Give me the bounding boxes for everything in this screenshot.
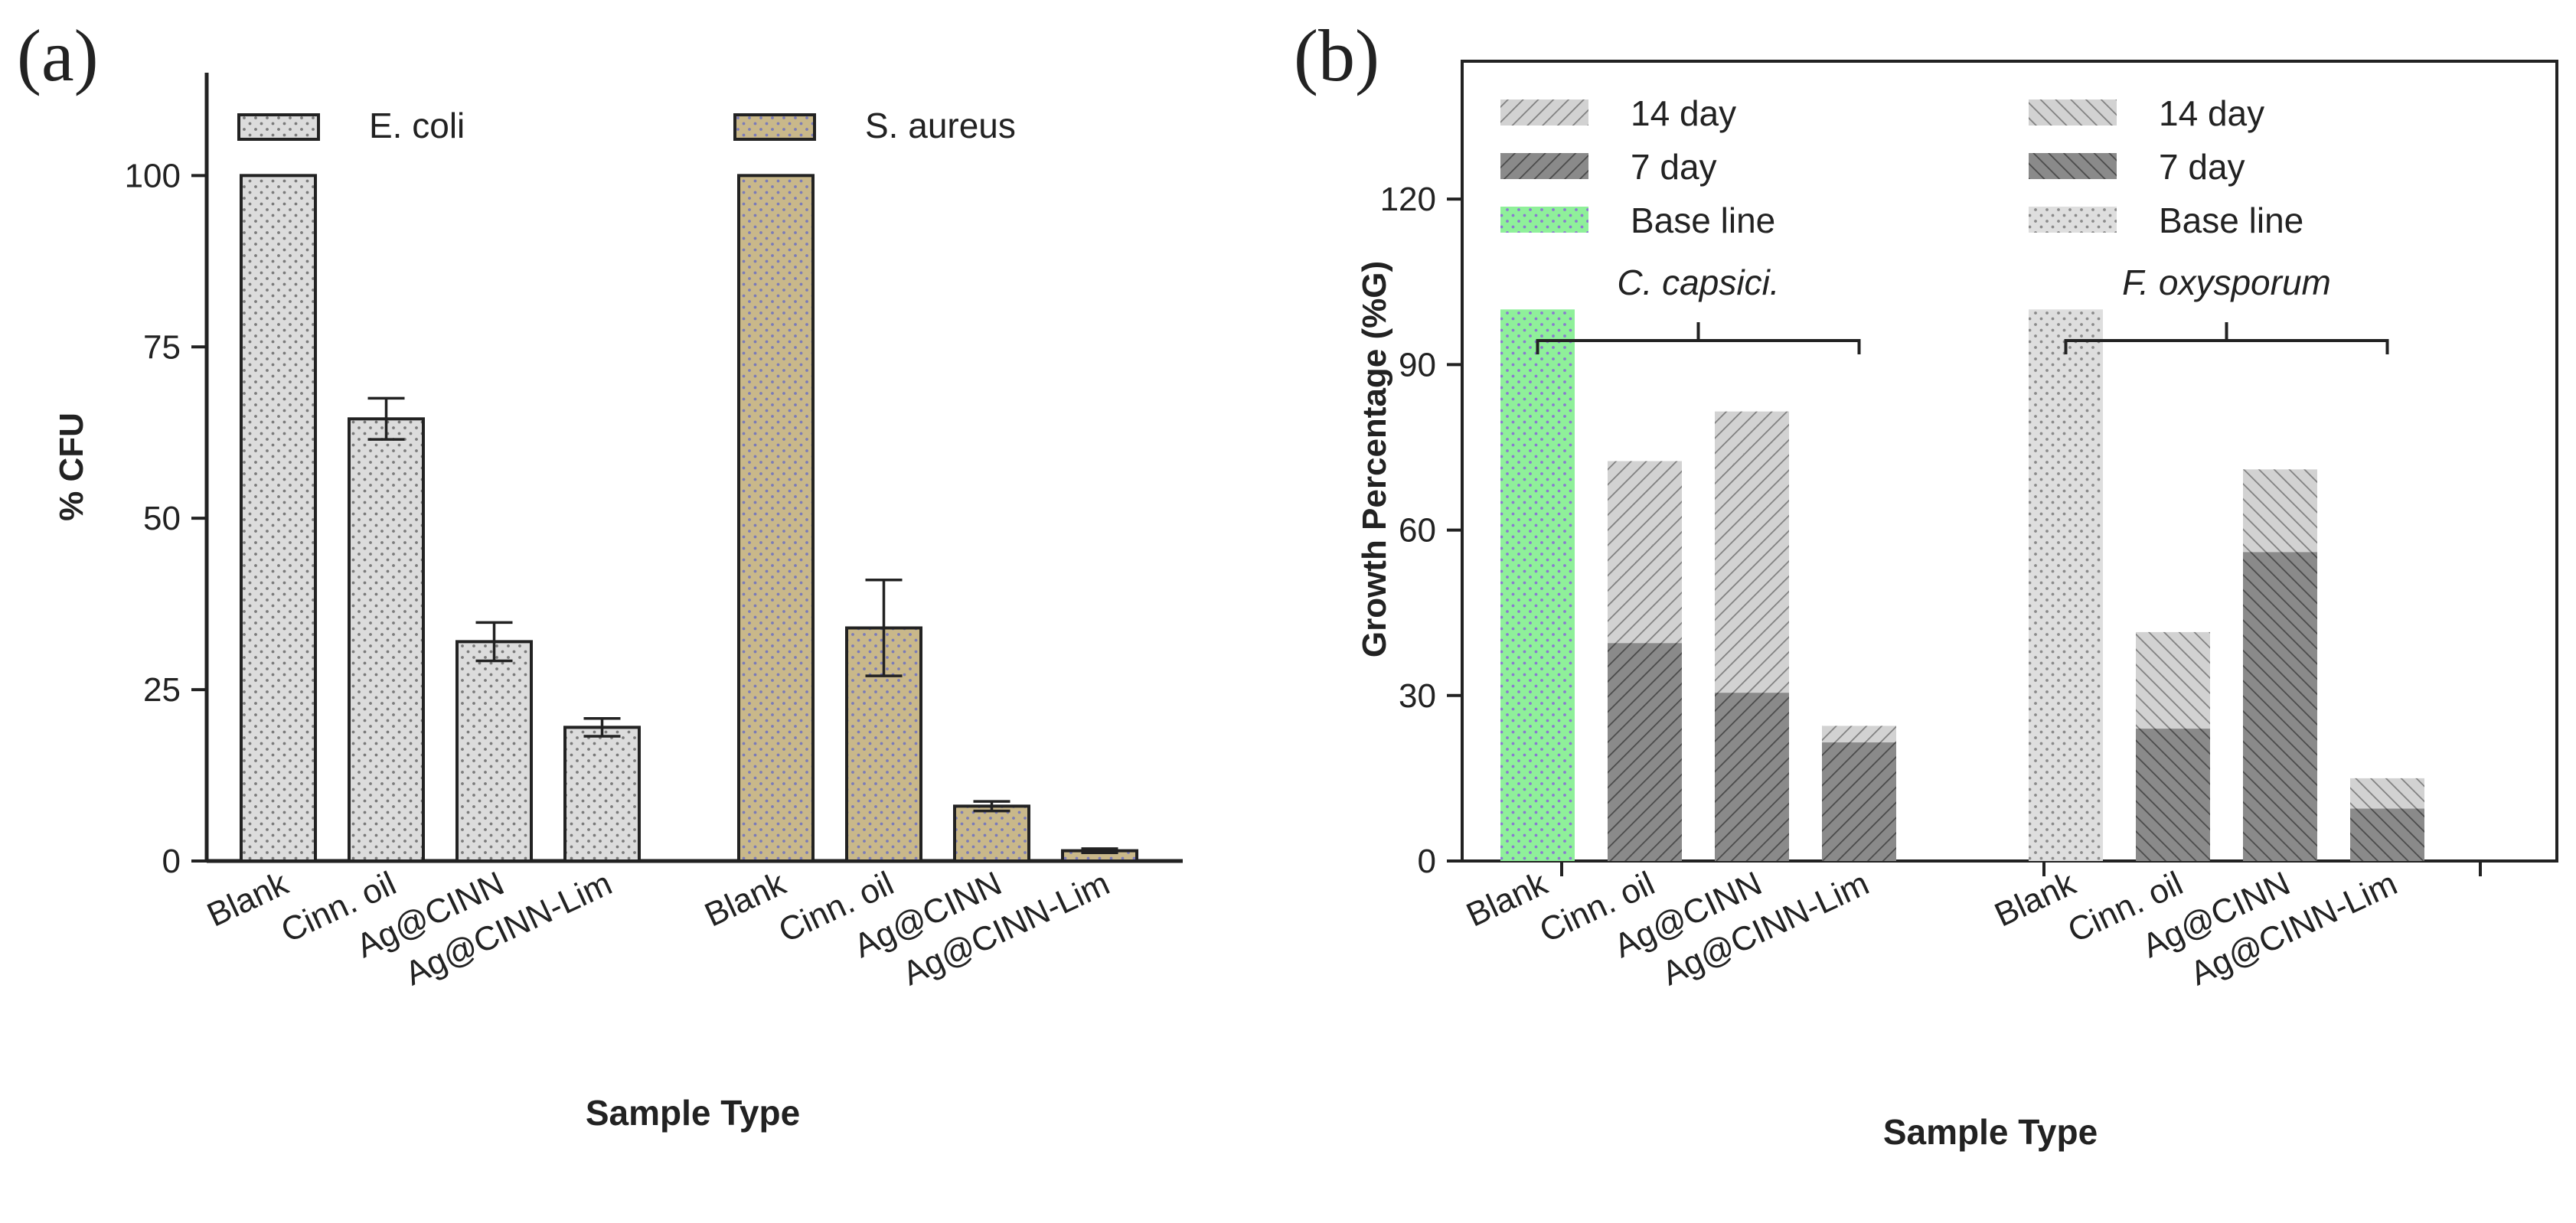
y-tick-label: 30 xyxy=(1399,677,1436,715)
y-tick-label: 0 xyxy=(162,843,181,880)
panel-label: (b) xyxy=(1294,15,1379,96)
bar-7-day xyxy=(2243,552,2317,861)
y-tick-label: 25 xyxy=(143,671,181,709)
bar xyxy=(737,174,815,863)
legend-label: E. coli xyxy=(369,106,465,145)
bar-7-day xyxy=(1822,742,1896,861)
legend-label: 7 day xyxy=(2159,147,2245,187)
bar-base-line xyxy=(1500,309,1575,862)
bar xyxy=(563,726,641,863)
bar-base-line xyxy=(2029,309,2103,862)
plot-frame xyxy=(1461,60,2558,863)
legend-swatch xyxy=(1500,207,1588,233)
legend-swatch xyxy=(237,113,320,141)
y-tick-label: 100 xyxy=(125,157,181,194)
bar xyxy=(348,417,425,863)
group-bracket xyxy=(2064,322,2389,354)
legend-swatch xyxy=(1500,153,1588,179)
group-label: C. capsici. xyxy=(1617,263,1779,302)
legend-swatch xyxy=(2029,207,2117,233)
bar-7-day xyxy=(1608,643,1682,861)
x-axis-title: Sample Type xyxy=(586,1093,800,1133)
y-tick-label: 60 xyxy=(1399,512,1436,550)
legend-label: 7 day xyxy=(1631,147,1717,187)
panel-label: (a) xyxy=(17,15,99,96)
y-tick-label: 90 xyxy=(1399,346,1436,383)
legend-label: Base line xyxy=(1631,201,1775,240)
y-tick-label: 75 xyxy=(143,328,181,366)
legend-label: 14 day xyxy=(2159,93,2264,133)
legend-swatch xyxy=(2029,153,2117,179)
group-label: F. oxysporum xyxy=(2122,263,2331,302)
legend-swatch xyxy=(1500,99,1588,126)
legend-label: 14 day xyxy=(1631,93,1736,133)
legend-label: S. aureus xyxy=(865,106,1016,145)
bar xyxy=(240,174,317,863)
group-bracket xyxy=(1536,322,1861,354)
y-tick-label: 0 xyxy=(1418,843,1436,880)
y-axis-title: Growth Percentage (%G) xyxy=(1356,261,1393,657)
bar xyxy=(953,804,1030,863)
legend-swatch xyxy=(2029,99,2117,126)
y-tick-label: 120 xyxy=(1380,181,1436,218)
bar-7-day xyxy=(2350,808,2424,861)
y-tick-label: 50 xyxy=(143,500,181,537)
legend-label: Base line xyxy=(2159,201,2303,240)
bar xyxy=(455,640,533,863)
legend-swatch xyxy=(733,113,816,141)
bar-7-day xyxy=(2136,729,2210,861)
bar-7-day xyxy=(1715,693,1789,861)
y-axis-title: % CFU xyxy=(53,413,90,521)
x-axis-title: Sample Type xyxy=(1883,1112,2098,1152)
